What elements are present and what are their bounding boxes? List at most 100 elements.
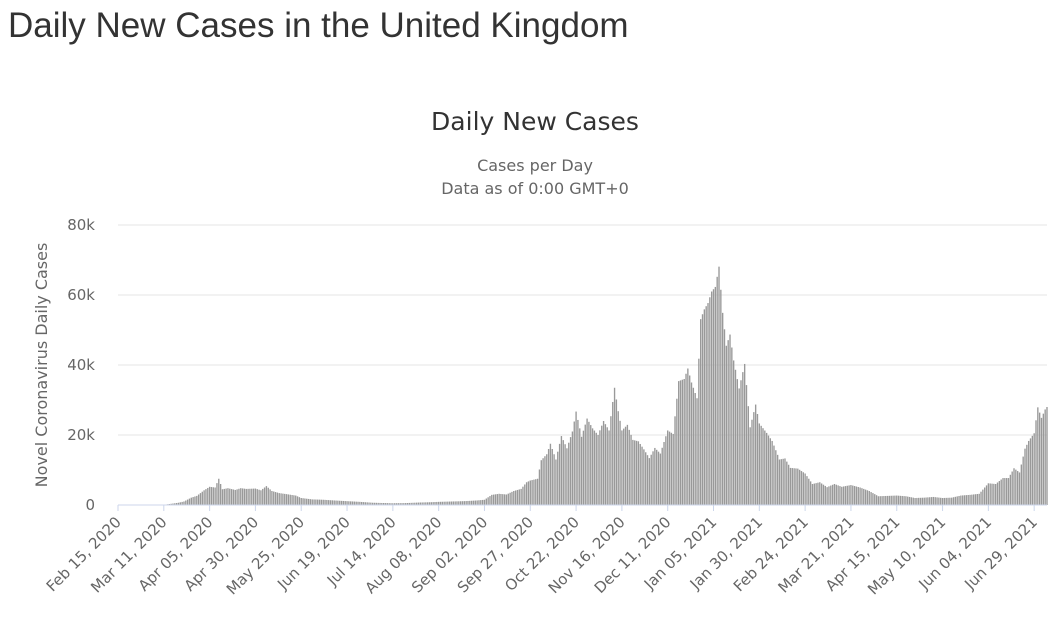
case-bar (500, 493, 502, 505)
case-bar (815, 483, 817, 506)
case-bar (483, 499, 486, 505)
case-bar (685, 373, 687, 505)
case-bar (555, 459, 557, 505)
case-bar (1013, 468, 1015, 505)
case-bar (491, 494, 493, 505)
case-bar (463, 501, 465, 505)
case-bar (941, 498, 944, 505)
case-bar (872, 493, 874, 505)
case-bar (383, 503, 385, 505)
case-bar (775, 450, 777, 505)
case-bar (602, 421, 605, 505)
case-bar (441, 501, 444, 505)
case-bar (996, 482, 999, 505)
case-bar (492, 494, 495, 505)
case-bar (284, 493, 286, 505)
case-bar (916, 497, 918, 505)
case-bar (678, 381, 680, 505)
case-bar (350, 501, 352, 505)
case-bar (315, 499, 317, 505)
case-bar (989, 483, 991, 505)
case-bar (1038, 412, 1041, 505)
case-bar (643, 449, 645, 505)
case-bar (921, 497, 924, 505)
case-bar (300, 498, 302, 505)
case-bar (280, 493, 282, 505)
case-bar (538, 469, 541, 505)
case-bar (238, 488, 240, 505)
case-bar (648, 458, 651, 505)
case-bar (848, 485, 850, 505)
case-bar (568, 442, 570, 505)
case-bar (470, 500, 473, 505)
case-bar (819, 482, 821, 505)
case-bar (787, 464, 790, 505)
case-bar (584, 424, 586, 505)
case-bar (888, 495, 891, 505)
case-bar (527, 481, 530, 506)
case-bar (366, 502, 368, 505)
case-bar (265, 486, 268, 505)
case-bar (368, 502, 370, 505)
case-bar (945, 497, 947, 505)
case-bar (927, 497, 929, 505)
case-bar (535, 479, 537, 505)
case-bar (758, 423, 761, 505)
case-bar (919, 497, 922, 505)
case-bar (436, 501, 438, 505)
case-bar (892, 495, 894, 505)
case-bar (262, 488, 264, 505)
case-bar (591, 428, 594, 505)
case-bar (795, 468, 797, 505)
case-bar (952, 497, 955, 505)
case-bar (1040, 417, 1043, 505)
case-bar (267, 487, 269, 505)
case-bar (514, 490, 517, 505)
case-bar (379, 502, 381, 505)
case-bar (426, 502, 429, 505)
case-bar (459, 501, 462, 505)
case-bar (355, 501, 357, 505)
case-bar (214, 487, 216, 505)
case-bar (326, 499, 328, 505)
case-bar (764, 430, 766, 505)
case-bar (263, 487, 266, 505)
case-bar (670, 432, 673, 505)
case-bar (333, 500, 335, 505)
case-bar (252, 488, 255, 505)
case-bar (390, 503, 392, 505)
case-bar (991, 483, 993, 505)
case-bar (392, 503, 394, 505)
case-bar (861, 488, 863, 505)
case-bar (954, 496, 957, 505)
case-bar (599, 430, 601, 505)
case-bar (896, 495, 898, 505)
case-bar (723, 329, 726, 505)
case-bar (681, 379, 684, 505)
case-bar (835, 484, 837, 505)
case-bar (780, 459, 782, 505)
case-bar (197, 494, 200, 505)
case-bar (524, 484, 526, 505)
case-bar (520, 488, 522, 505)
case-bar (918, 497, 920, 505)
case-bar (388, 503, 390, 505)
case-bar (751, 419, 753, 505)
case-bar (249, 488, 251, 505)
case-bar (353, 501, 356, 505)
case-bar (304, 498, 306, 505)
case-bar (417, 502, 420, 505)
case-bar (806, 476, 808, 506)
case-bar (408, 502, 411, 505)
case-bar (707, 303, 709, 505)
case-bar (929, 497, 931, 505)
case-bar (234, 489, 236, 505)
case-bar (1031, 435, 1034, 505)
case-bar (908, 496, 911, 505)
case-bar (381, 502, 383, 505)
case-bar (776, 454, 779, 505)
case-bar (683, 379, 685, 505)
case-bar (423, 502, 425, 505)
case-bar (967, 494, 969, 505)
case-bar (903, 496, 905, 505)
